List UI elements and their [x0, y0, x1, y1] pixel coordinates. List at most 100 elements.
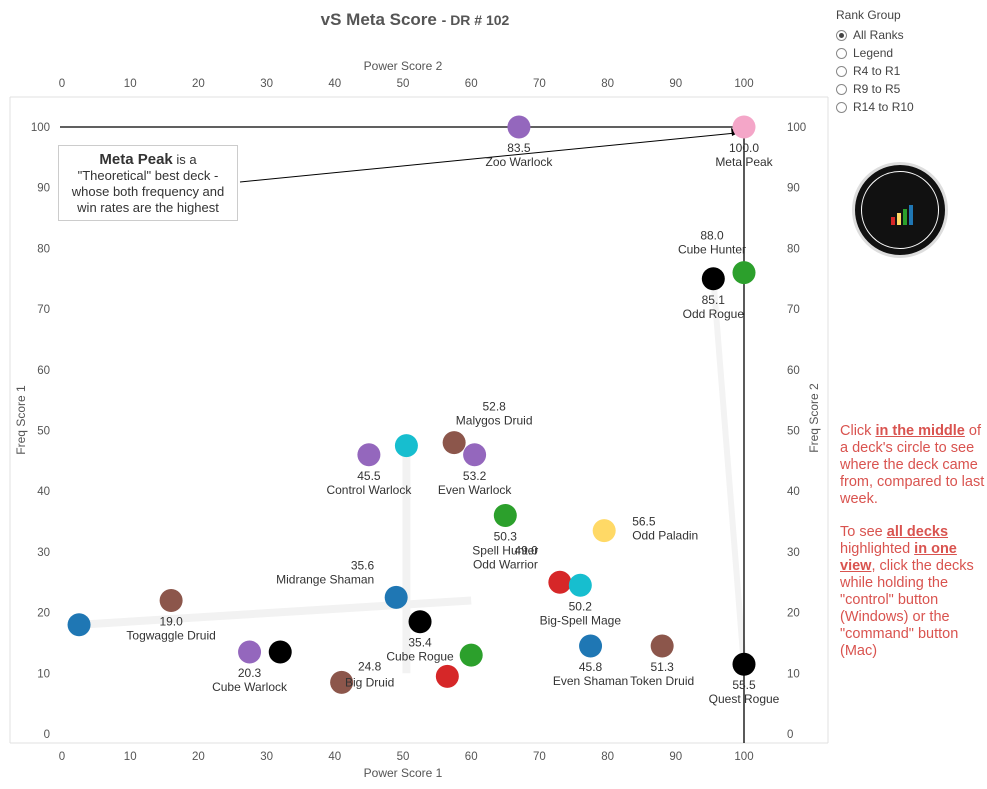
deck-point[interactable] [384, 585, 408, 609]
deck-name-label: Quest Rogue [709, 692, 780, 706]
chart-title-main: vS Meta Score [320, 10, 437, 29]
x2-tick-label: 10 [124, 78, 137, 90]
deck-point[interactable] [493, 503, 517, 527]
deck-point[interactable] [592, 519, 616, 543]
deck-name-label: Even Shaman [553, 674, 628, 688]
chart-title-dr: DR # 102 [450, 12, 510, 28]
y-tick-label: 100 [31, 122, 50, 134]
x-tick-label: 20 [192, 751, 205, 763]
y-tick-label: 40 [37, 486, 50, 498]
deck-name-label: Odd Rogue [683, 307, 745, 321]
deck-point[interactable] [442, 431, 466, 455]
deck-point[interactable] [435, 664, 459, 688]
rank-option-all-ranks[interactable]: All Ranks [836, 26, 914, 44]
rank-option-r4-r1[interactable]: R4 to R1 [836, 62, 914, 80]
deck-score-label: 50.3 [494, 529, 518, 543]
x2-tick-label: 90 [669, 78, 682, 90]
deck-point[interactable] [507, 115, 531, 139]
y-tick-label: 50 [37, 426, 50, 438]
deck-point[interactable] [357, 443, 381, 467]
x2-tick-label: 50 [397, 78, 410, 90]
deck-point[interactable] [238, 640, 262, 664]
rank-option-r9-r5[interactable]: R9 to R5 [836, 80, 914, 98]
rank-option-legend[interactable]: Legend [836, 44, 914, 62]
annotation-text-4: win rates are the highest [77, 200, 219, 215]
deck-score-label: 100.0 [729, 141, 759, 155]
radio-icon[interactable] [836, 29, 847, 41]
deck-score-label: 19.0 [159, 614, 183, 628]
deck-name-label: Spell Hunter [472, 543, 538, 557]
x-tick-label: 10 [124, 751, 137, 763]
y2-tick-label: 50 [787, 426, 800, 438]
deck-score-label: 53.2 [463, 469, 487, 483]
deck-point[interactable] [732, 652, 756, 676]
deck-score-label: 56.5 [632, 515, 656, 529]
deck-point[interactable] [548, 570, 572, 594]
deck-point[interactable] [463, 443, 487, 467]
x2-tick-label: 100 [734, 78, 753, 90]
y-axis-label: Freq Score 1 [14, 385, 28, 455]
deck-point[interactable] [330, 670, 354, 694]
x2-tick-label: 0 [59, 78, 65, 90]
deck-point[interactable] [732, 115, 756, 139]
deck-point[interactable] [732, 261, 756, 285]
rank-group-title: Rank Group [836, 8, 901, 22]
x-tick-label: 100 [734, 751, 753, 763]
y-tick-label: 60 [37, 365, 50, 377]
deck-name-label: Cube Warlock [212, 680, 288, 694]
deck-point[interactable] [394, 434, 418, 458]
deck-score-label: 88.0 [700, 229, 724, 243]
y2-tick-label: 60 [787, 365, 800, 377]
deck-point[interactable] [579, 634, 603, 658]
rank-group-filter: Rank Group All Ranks Legend R4 to R1 R9 … [836, 8, 914, 116]
scatter-chart: 0010102020303040405050606070708080909010… [9, 59, 829, 780]
deck-name-label: Meta Peak [715, 155, 773, 169]
deck-name-label: Zoo Warlock [485, 155, 553, 169]
deck-score-label: 83.5 [507, 141, 531, 155]
deck-name-label: Token Druid [630, 674, 694, 688]
x2-tick-label: 30 [260, 78, 273, 90]
y2-tick-label: 10 [787, 668, 800, 680]
deck-name-label: Even Warlock [438, 483, 513, 497]
deck-point[interactable] [701, 267, 725, 291]
deck-score-label: 45.5 [357, 469, 381, 483]
annotation-bold: Meta Peak [99, 151, 173, 168]
y-tick-label: 0 [44, 729, 50, 741]
rank-option-r14-r10[interactable]: R14 to R10 [836, 98, 914, 116]
chart-title: vS Meta Score - DR # 102 [320, 10, 510, 29]
x2-tick-label: 60 [465, 78, 478, 90]
x-tick-label: 0 [59, 751, 65, 763]
deck-point[interactable] [650, 634, 674, 658]
x-tick-label: 30 [260, 751, 273, 763]
radio-icon[interactable] [836, 101, 847, 113]
deck-point[interactable] [459, 643, 483, 667]
annotation-text-3: whose both frequency and [71, 184, 225, 199]
deck-point[interactable] [67, 613, 91, 637]
deck-name-label: Odd Paladin [632, 529, 698, 543]
deck-score-label: 49.0 [515, 543, 539, 557]
deck-score-label: 55.5 [732, 678, 756, 692]
radio-icon[interactable] [836, 83, 847, 95]
x-tick-label: 70 [533, 751, 546, 763]
deck-point[interactable] [568, 573, 592, 597]
radio-icon[interactable] [836, 65, 847, 77]
deck-score-label: 45.8 [579, 660, 603, 674]
x-tick-label: 90 [669, 751, 682, 763]
y2-tick-label: 100 [787, 122, 806, 134]
radio-icon[interactable] [836, 47, 847, 59]
deck-point[interactable] [159, 588, 183, 612]
deck-point[interactable] [408, 610, 432, 634]
x2-tick-label: 20 [192, 78, 205, 90]
y2-tick-label: 70 [787, 304, 800, 316]
y2-tick-label: 30 [787, 547, 800, 559]
instructions: Click in the middle of a deck's circle t… [840, 423, 985, 676]
deck-name-label: Midrange Shaman [276, 572, 374, 586]
annotation-text-2: "Theoretical" best deck - [77, 168, 219, 183]
x2-tick-label: 80 [601, 78, 614, 90]
deck-score-label: 20.3 [238, 666, 262, 680]
y-tick-label: 80 [37, 243, 50, 255]
deck-score-label: 85.1 [702, 293, 726, 307]
deck-score-label: 50.2 [569, 599, 593, 613]
deck-point[interactable] [268, 640, 292, 664]
y2-tick-label: 80 [787, 243, 800, 255]
